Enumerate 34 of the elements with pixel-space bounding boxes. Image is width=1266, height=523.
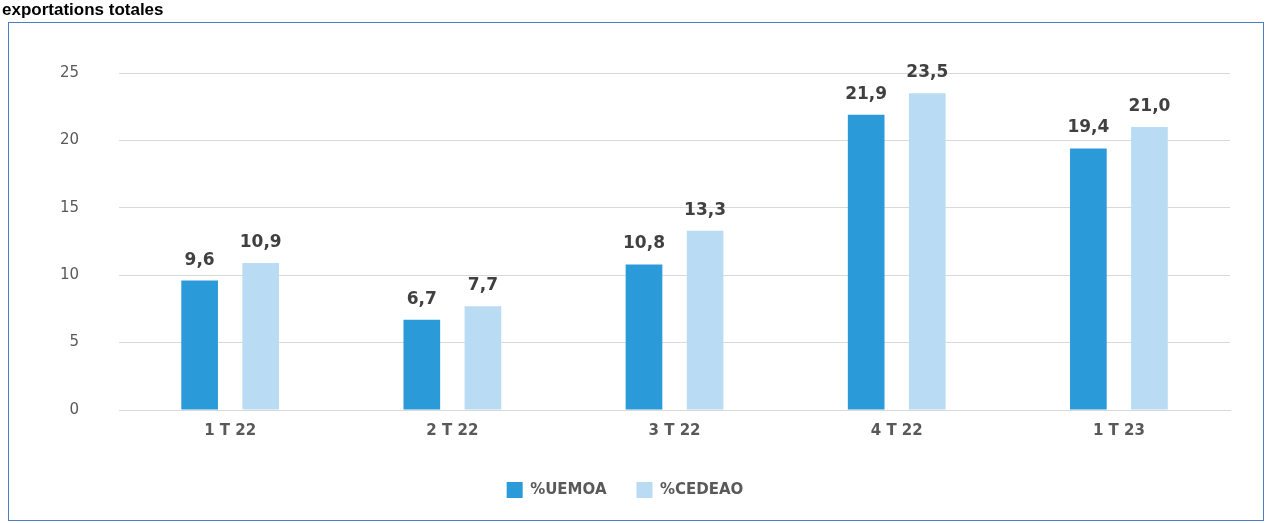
data-label: 19,4 [1067,116,1110,137]
data-label: 9,6 [184,248,215,269]
bar [242,263,280,410]
y-tick-label: 15 [59,197,80,216]
chart-title: exportations totales [2,0,164,19]
y-tick-label: 20 [59,130,80,149]
y-tick-label: 0 [69,399,80,418]
bar [686,230,724,410]
x-tick-label: 1 T 22 [204,420,257,439]
y-tick-label: 5 [69,332,80,351]
x-tick-label: 1 T 23 [1092,420,1145,439]
bar [181,280,218,410]
y-tick-label: 25 [59,62,80,81]
x-tick-label: 2 T 22 [426,420,479,439]
data-label: 10,8 [623,232,665,253]
data-label: 10,9 [239,230,282,251]
y-tick-label: 10 [59,265,80,284]
bar [908,93,946,410]
bar [625,264,663,410]
data-label: 13,3 [684,198,727,219]
bar [847,114,885,410]
x-tick-label: 4 T 22 [870,420,923,439]
bar [464,306,502,410]
bar [403,319,441,410]
data-label: 21,0 [1128,94,1171,115]
bar [1131,126,1168,410]
legend-label: %CEDEAO [660,479,744,498]
data-label: 21,9 [845,82,888,103]
data-label: 7,7 [467,274,498,295]
legend-label: %UEMOA [530,479,607,498]
data-label: 23,5 [906,61,949,82]
data-label: 6,7 [406,287,437,308]
bar [1070,148,1107,410]
x-tick-label: 3 T 22 [648,420,701,439]
